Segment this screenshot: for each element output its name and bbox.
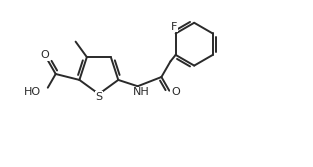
Text: HO: HO bbox=[23, 87, 41, 97]
Text: NH: NH bbox=[133, 87, 150, 97]
Text: F: F bbox=[171, 22, 177, 32]
Text: S: S bbox=[95, 92, 102, 102]
Text: O: O bbox=[41, 50, 49, 60]
Text: O: O bbox=[171, 87, 180, 97]
